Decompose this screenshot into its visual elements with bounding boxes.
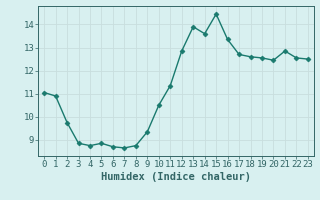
X-axis label: Humidex (Indice chaleur): Humidex (Indice chaleur) xyxy=(101,172,251,182)
